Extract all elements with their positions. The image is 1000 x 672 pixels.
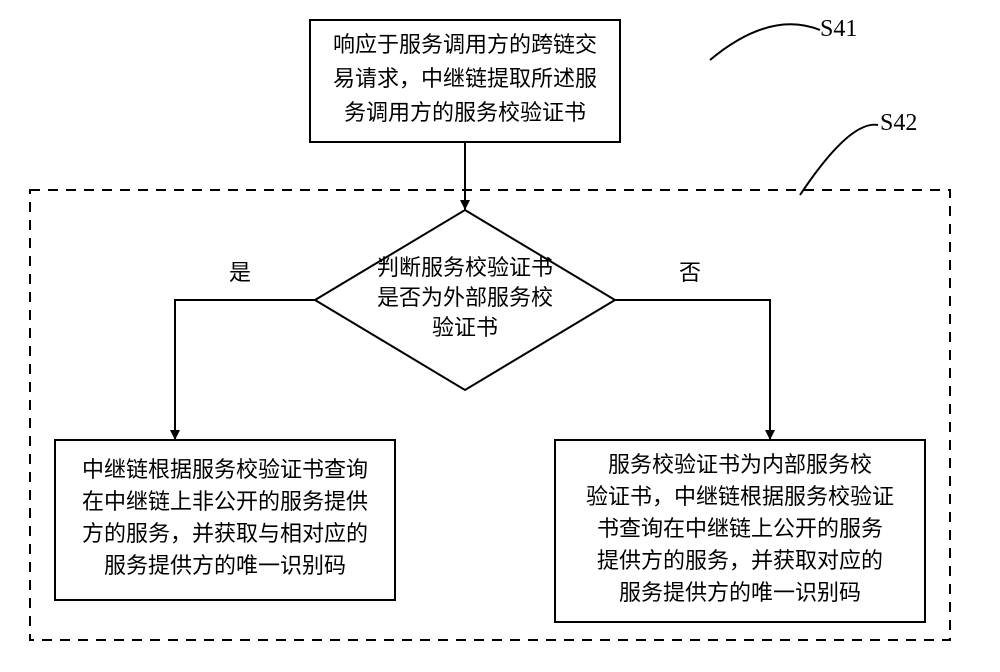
- no-result-text: 服务校验证书为内部服务校验证书，中继链根据服务校验证书查询在中继链上公开的服务提…: [586, 452, 894, 605]
- decision-text-line-1: 是否为外部服务校: [377, 285, 553, 310]
- yes-result-text-line-0: 中继链根据服务校验证书查询: [82, 457, 368, 482]
- no-result-text-line-4: 服务提供方的唯一识别码: [619, 580, 861, 605]
- no-result-text-line-3: 提供方的服务，并获取对应的: [597, 548, 883, 573]
- yes-result-text-line-1: 在中继链上非公开的服务提供: [82, 489, 368, 514]
- decision-text-line-2: 验证书: [432, 315, 498, 340]
- s42-label: S42: [880, 110, 917, 136]
- decision-text-line-0: 判断服务校验证书: [377, 255, 553, 280]
- edge-no-label: 否: [679, 260, 701, 285]
- edge-yes-label: 是: [229, 260, 251, 285]
- yes-result-text-line-3: 服务提供方的唯一识别码: [104, 553, 346, 578]
- yes-result-text-line-2: 方的服务，并获取与相对应的: [82, 521, 368, 546]
- s41-connector: [710, 24, 820, 60]
- no-result-text-line-1: 验证书，中继链根据服务校验证: [586, 484, 894, 509]
- no-result-text-line-0: 服务校验证书为内部服务校: [608, 452, 872, 477]
- s42-connector: [800, 125, 878, 195]
- s41-text: 响应于服务调用方的跨链交易请求，中继链提取所述服务调用方的服务校验证书: [333, 32, 597, 125]
- s41-text-line-2: 务调用方的服务校验证书: [344, 100, 586, 125]
- no-result-text-line-2: 书查询在中继链上公开的服务: [597, 516, 883, 541]
- edge-yes: [175, 300, 315, 440]
- flowchart-canvas: 响应于服务调用方的跨链交易请求，中继链提取所述服务调用方的服务校验证书 S41 S4…: [0, 0, 1000, 672]
- edge-no: [615, 300, 770, 440]
- s41-text-line-0: 响应于服务调用方的跨链交: [333, 32, 597, 57]
- s41-text-line-1: 易请求，中继链提取所述服: [333, 66, 597, 91]
- s41-label: S41: [820, 16, 857, 42]
